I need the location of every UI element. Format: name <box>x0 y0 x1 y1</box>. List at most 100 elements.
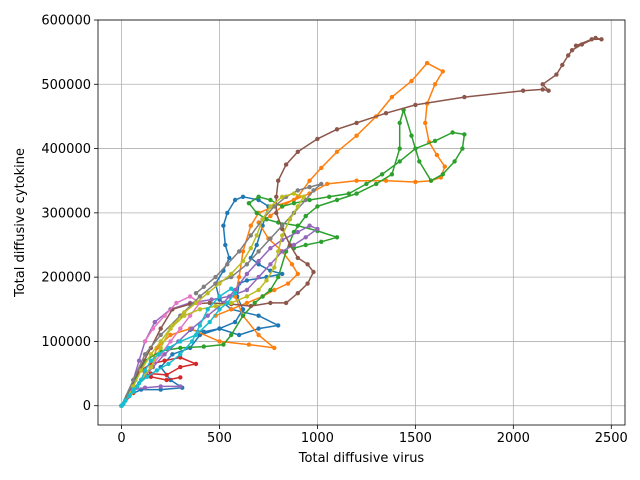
data-point <box>240 258 246 264</box>
data-point <box>315 136 320 142</box>
data-point <box>244 262 250 267</box>
data-point <box>579 42 585 47</box>
data-point <box>225 210 230 216</box>
data-point <box>303 213 308 219</box>
data-point <box>589 37 594 42</box>
data-point <box>142 385 148 390</box>
data-point <box>225 262 230 267</box>
series-layer <box>119 35 604 408</box>
data-point <box>221 223 226 228</box>
data-point <box>334 197 340 203</box>
data-point <box>193 361 199 367</box>
data-point <box>205 307 210 312</box>
data-point <box>217 307 222 312</box>
data-point <box>315 226 320 232</box>
data-point <box>217 326 222 331</box>
data-point <box>276 323 281 328</box>
data-point <box>260 294 265 299</box>
data-point <box>236 332 242 338</box>
data-point <box>303 197 308 203</box>
data-point <box>178 355 183 360</box>
data-point <box>158 339 163 344</box>
data-point <box>136 358 142 363</box>
data-point <box>599 37 604 42</box>
data-point <box>244 294 250 299</box>
data-point <box>217 294 222 299</box>
data-point <box>213 274 218 280</box>
data-point <box>127 393 132 399</box>
plot-frame <box>97 19 626 426</box>
data-point <box>221 342 226 347</box>
data-point <box>244 287 250 293</box>
data-point <box>201 344 206 349</box>
data-point <box>236 249 242 254</box>
data-point <box>440 172 445 177</box>
data-point <box>254 233 259 238</box>
data-point <box>166 345 171 351</box>
data-point <box>244 278 250 283</box>
data-point <box>232 291 238 296</box>
y-axis-label: Total diffusive cytokine <box>13 148 28 298</box>
data-point <box>240 307 246 312</box>
data-point <box>213 303 218 309</box>
data-point <box>432 82 438 87</box>
data-point <box>187 294 193 299</box>
data-point <box>291 201 297 206</box>
data-point <box>560 62 565 68</box>
y-tick-label: 100000 <box>41 335 91 350</box>
data-point <box>144 374 150 379</box>
data-point <box>462 94 467 100</box>
data-point <box>148 364 154 370</box>
data-point <box>152 319 157 325</box>
data-point <box>138 377 144 383</box>
data-point <box>229 286 234 291</box>
data-point <box>315 204 320 209</box>
data-point <box>121 401 126 406</box>
data-point <box>397 146 402 151</box>
data-point <box>424 60 430 66</box>
data-point <box>229 274 234 280</box>
data-point <box>131 377 136 383</box>
data-point <box>182 310 187 315</box>
data-point <box>142 368 148 373</box>
data-point <box>442 164 447 169</box>
data-point <box>289 262 295 267</box>
data-point <box>232 319 238 325</box>
data-point <box>248 233 253 238</box>
data-point <box>168 339 173 344</box>
data-point <box>268 300 273 306</box>
data-point <box>573 43 579 48</box>
data-point <box>346 191 351 196</box>
data-point <box>287 242 293 248</box>
data-point <box>295 255 300 261</box>
data-point <box>295 204 300 209</box>
data-point <box>256 194 261 199</box>
data-point <box>354 178 359 183</box>
data-point <box>307 223 312 228</box>
data-point <box>256 258 261 264</box>
data-point <box>272 345 277 351</box>
data-point <box>225 300 230 306</box>
data-point <box>205 313 210 318</box>
data-point <box>256 197 261 203</box>
data-point <box>178 345 183 351</box>
x-tick-label: 1000 <box>301 431 334 446</box>
y-tick-label: 600000 <box>41 14 91 29</box>
data-point <box>593 35 598 41</box>
data-point <box>546 88 551 93</box>
data-point <box>276 249 281 254</box>
data-point <box>205 291 210 296</box>
data-point <box>232 197 238 203</box>
data-point <box>248 223 253 228</box>
data-point <box>162 313 167 318</box>
data-point <box>158 326 163 331</box>
series-4 <box>119 355 199 408</box>
data-point <box>254 242 259 248</box>
data-point <box>178 339 183 344</box>
series-line <box>120 37 603 407</box>
data-point <box>379 172 385 177</box>
data-point <box>566 53 571 58</box>
data-point <box>280 223 285 228</box>
data-point <box>217 281 222 286</box>
